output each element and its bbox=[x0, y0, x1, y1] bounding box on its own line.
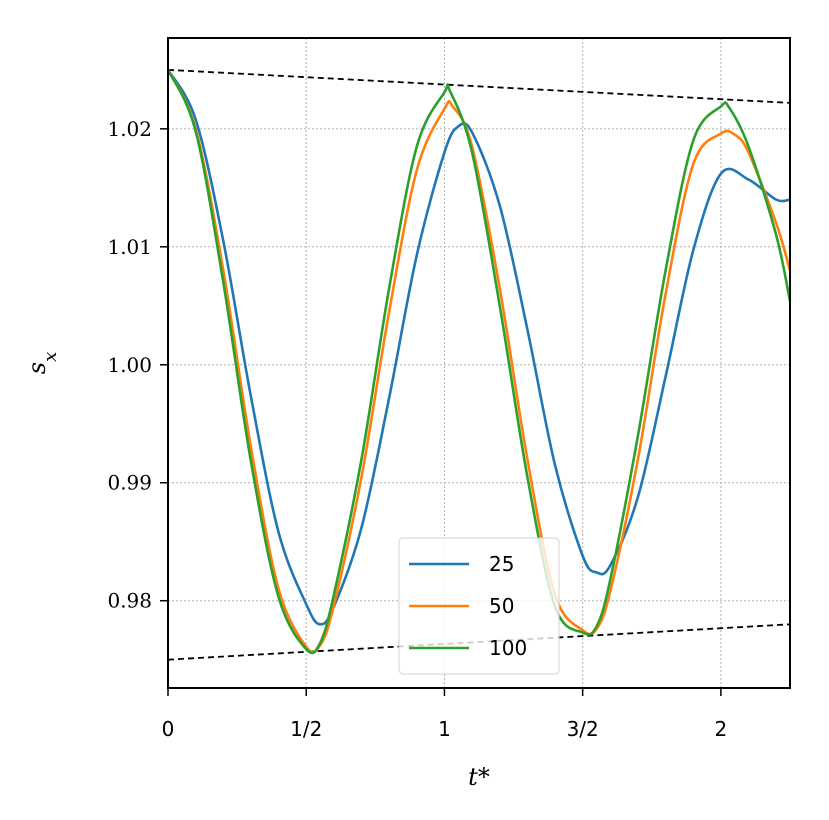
legend-label-50: 50 bbox=[489, 594, 514, 618]
y-tick-label: 1.00 bbox=[107, 353, 152, 377]
y-tick-label: 1.02 bbox=[107, 117, 152, 141]
series-lines bbox=[166, 69, 792, 655]
series-line-25 bbox=[166, 69, 791, 626]
x-tick-label: 1/2 bbox=[290, 717, 322, 741]
legend-label-25: 25 bbox=[489, 552, 514, 576]
legend-label-100: 100 bbox=[489, 636, 527, 660]
x-axis-ticks: 0 1/2 1 3/2 2 bbox=[162, 688, 728, 741]
x-tick-label: 0 bbox=[162, 717, 175, 741]
x-tick-label: 3/2 bbox=[567, 717, 599, 741]
envelope-reference-line bbox=[167, 68, 791, 104]
legend: 25 50 100 bbox=[398, 537, 560, 675]
y-tick-label: 0.98 bbox=[107, 589, 152, 613]
y-tick-label: 1.01 bbox=[107, 235, 152, 259]
y-axis-ticks: 0.98 0.99 1.00 1.01 1.02 bbox=[107, 117, 168, 613]
y-tick-label: 0.99 bbox=[107, 471, 152, 495]
series-line-50 bbox=[166, 69, 792, 654]
y-axis-label: sx bbox=[23, 352, 61, 374]
plot-frame bbox=[167, 37, 791, 689]
x-tick-label: 1 bbox=[438, 717, 451, 741]
x-axis-label: t* bbox=[468, 763, 490, 791]
series-line-100 bbox=[166, 69, 792, 655]
legend-box bbox=[398, 537, 560, 675]
x-tick-label: 2 bbox=[715, 717, 728, 741]
